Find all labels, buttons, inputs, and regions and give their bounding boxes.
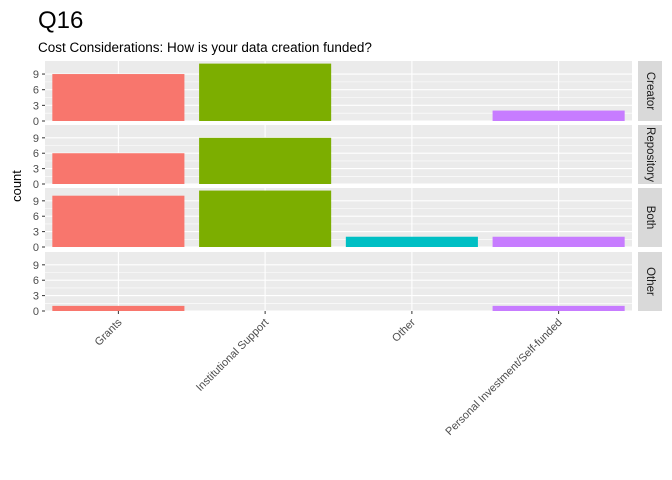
chart-title: Q16 bbox=[38, 7, 83, 34]
y-tick-label: 0 bbox=[33, 116, 39, 128]
facet-strip-label: Other bbox=[644, 267, 656, 296]
bar bbox=[492, 236, 625, 247]
bar bbox=[199, 190, 332, 247]
facet-panel-both: 0 3 6 9 Both bbox=[33, 188, 662, 254]
bar bbox=[199, 63, 332, 121]
facet-strip bbox=[638, 252, 662, 311]
y-tick-label: 6 bbox=[33, 211, 39, 223]
facet-panel-other: 0 3 6 9 Other bbox=[33, 252, 662, 318]
bar bbox=[52, 74, 185, 121]
x-tick-label: Institutional Support bbox=[194, 317, 271, 394]
y-tick-label: 0 bbox=[33, 306, 39, 318]
bar bbox=[345, 236, 478, 247]
x-tick-label: Grants bbox=[93, 316, 125, 348]
y-tick-label: 9 bbox=[33, 196, 39, 208]
facet-panel-creator: 0 3 6 9 Creator bbox=[33, 61, 662, 128]
bar bbox=[52, 153, 185, 184]
facet-strip-label: Repository bbox=[644, 127, 656, 182]
y-tick-label: 0 bbox=[33, 179, 39, 191]
facet-strip bbox=[638, 188, 662, 247]
y-tick-label: 3 bbox=[33, 100, 39, 112]
bar bbox=[52, 195, 185, 247]
x-axis-ticks: Grants Institutional Support Other Personal… bbox=[93, 311, 565, 438]
facet-strip bbox=[638, 61, 662, 121]
y-tick-label: 6 bbox=[33, 275, 39, 287]
x-tick-label: Personal Investment/Self-funded bbox=[443, 317, 564, 438]
facet-strip bbox=[638, 125, 662, 184]
y-tick-label: 9 bbox=[33, 133, 39, 145]
y-tick-label: 6 bbox=[33, 148, 39, 160]
y-tick-label: 9 bbox=[33, 260, 39, 272]
y-tick-label: 3 bbox=[33, 227, 39, 239]
facet-panel-repository: 0 3 6 9 Repository bbox=[33, 125, 662, 191]
y-tick-label: 3 bbox=[33, 291, 39, 303]
y-tick-label: 3 bbox=[33, 164, 39, 176]
y-axis-title: count bbox=[9, 170, 24, 202]
bar bbox=[52, 305, 185, 311]
facet-panels: 0 3 6 9 Creator 0 3 6 9 Repository 0 3 6 9 Both 0 3 6 9 Oth… bbox=[33, 61, 662, 318]
y-tick-label: 0 bbox=[33, 242, 39, 254]
y-tick-label: 6 bbox=[33, 85, 39, 97]
facet-strip-label: Creator bbox=[644, 72, 656, 111]
chart-subtitle: Cost Considerations: How is your data cr… bbox=[38, 40, 372, 55]
panel-background bbox=[45, 252, 632, 311]
bar bbox=[199, 137, 332, 184]
bar bbox=[492, 110, 625, 121]
facet-strip-label: Both bbox=[644, 206, 656, 230]
bar bbox=[492, 305, 625, 311]
x-tick-label: Other bbox=[390, 316, 418, 344]
y-tick-label: 9 bbox=[33, 69, 39, 81]
